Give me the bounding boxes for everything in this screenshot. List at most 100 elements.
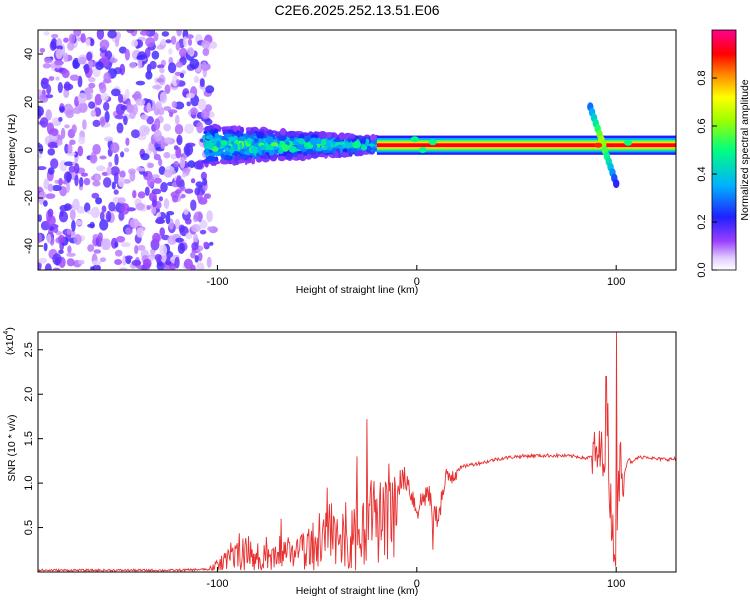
heatmap-cell <box>345 140 353 148</box>
heatmap-cell <box>165 213 171 225</box>
snr-y-tick-label: 0.5 <box>23 520 35 535</box>
heatmap-cell <box>333 138 342 143</box>
heatmap-cell <box>117 93 124 103</box>
heatmap-cell <box>39 47 46 53</box>
heatmap-cell <box>131 259 142 266</box>
heatmap-cell <box>158 166 166 175</box>
colorbar-tick-label: 0.0 <box>696 262 708 277</box>
spectrogram-x-tick-label: 0 <box>414 276 420 288</box>
heatmap-cell <box>223 133 232 138</box>
heatmap-cell <box>274 131 280 137</box>
heatmap-cell <box>349 134 356 139</box>
heatmap-cell <box>82 119 87 130</box>
heatmap-cell <box>201 61 208 72</box>
heatmap-cell <box>193 160 204 170</box>
heatmap-cell <box>270 142 278 147</box>
heatmap-cell <box>38 214 42 222</box>
heatmap-cell <box>194 255 199 263</box>
heatmap-cell <box>131 39 139 47</box>
colorbar-tick-label: 0.8 <box>696 70 708 85</box>
heatmap-cell <box>43 178 50 190</box>
heatmap-cell <box>99 116 106 127</box>
heatmap-cell <box>89 38 95 47</box>
heatmap-cell <box>52 267 61 270</box>
snr-y-label: SNR (10 * v/v) <box>6 414 18 481</box>
heatmap-cell <box>46 233 52 244</box>
heatmap-cell <box>69 74 80 81</box>
heatmap-cell <box>153 129 162 142</box>
heatmap-cell <box>135 80 146 86</box>
heatmap-cell <box>270 154 279 159</box>
snr-y-tick-label: 1.5 <box>23 431 35 446</box>
heatmap-cell <box>224 155 234 161</box>
heatmap-cell <box>183 208 189 215</box>
spectrogram-y-tick-label: -40 <box>23 238 35 254</box>
heatmap-cell <box>78 259 85 265</box>
heatmap-cell <box>50 158 59 169</box>
heatmap-cell <box>184 123 195 134</box>
heatmap-cell <box>67 245 72 254</box>
heatmap-cell <box>211 139 216 144</box>
heatmap-cell <box>69 209 76 221</box>
heatmap-cell <box>334 151 339 159</box>
heatmap-cell <box>75 220 83 226</box>
spectrogram-x-tick-label: -100 <box>206 276 228 288</box>
heatmap-cell <box>120 151 125 158</box>
heatmap-cell <box>145 71 153 80</box>
heatmap-cell <box>156 212 162 218</box>
heatmap-cell <box>184 188 194 194</box>
heatmap-cell <box>125 227 132 235</box>
heatmap-cell <box>198 98 207 111</box>
heatmap-cell <box>43 31 50 36</box>
colorbar-tick-label: 0.4 <box>696 166 708 181</box>
heatmap-cell <box>47 148 56 156</box>
heatmap-cell <box>362 137 366 145</box>
heatmap-cell <box>114 259 123 265</box>
heatmap-cell <box>159 91 168 104</box>
heatmap-cell <box>129 170 136 182</box>
heatmap-cell <box>38 106 44 117</box>
heatmap-cell <box>303 151 307 156</box>
heatmap-cell <box>152 232 161 243</box>
heatmap-cell <box>134 244 139 255</box>
heatmap-cell <box>107 30 117 39</box>
heatmap-cell <box>185 142 196 147</box>
heatmap-cell <box>47 167 55 175</box>
heatmap-cell <box>213 132 219 139</box>
heatmap-cell <box>175 114 180 126</box>
heatmap-cell <box>175 41 181 51</box>
heatmap-cell <box>111 88 121 97</box>
snr-panel: -100 0 100 0.5 1.0 1.5 2.0 2.5 Height of strai… <box>3 327 677 597</box>
heatmap-cell <box>118 267 128 270</box>
heatmap-cell <box>142 258 152 269</box>
heatmap-cell <box>160 38 167 46</box>
heatmap-cell <box>80 172 88 177</box>
snr-frame <box>37 331 677 573</box>
heatmap-cell <box>129 218 140 228</box>
heatmap-cell <box>193 75 200 84</box>
heatmap-cell <box>66 182 70 193</box>
heatmap-cell <box>151 188 162 195</box>
heatmap-cell <box>114 249 123 257</box>
heatmap-cell <box>38 191 47 199</box>
heatmap-cell <box>209 41 218 49</box>
heatmap-cell <box>410 136 419 143</box>
spectrogram-x-axis: -100 0 100 <box>206 265 625 288</box>
heatmap-cell <box>42 63 51 69</box>
heatmap-cell <box>67 143 73 154</box>
heatmap-cell <box>86 51 93 62</box>
heatmap-cell <box>92 119 101 127</box>
heatmap-cell <box>187 160 196 169</box>
heatmap-cell <box>38 257 48 264</box>
heatmap-cell <box>96 30 105 40</box>
heatmap-cell <box>296 150 303 155</box>
heatmap-cell <box>71 124 77 134</box>
heatmap-cell <box>176 30 182 37</box>
heatmap-cell <box>159 227 165 237</box>
heatmap-cell <box>66 172 72 184</box>
heatmap-cell <box>45 109 52 121</box>
heatmap-cell <box>60 127 66 139</box>
heatmap-cell <box>64 143 69 154</box>
heatmap-cell <box>117 197 126 204</box>
heatmap-cell <box>156 64 165 69</box>
